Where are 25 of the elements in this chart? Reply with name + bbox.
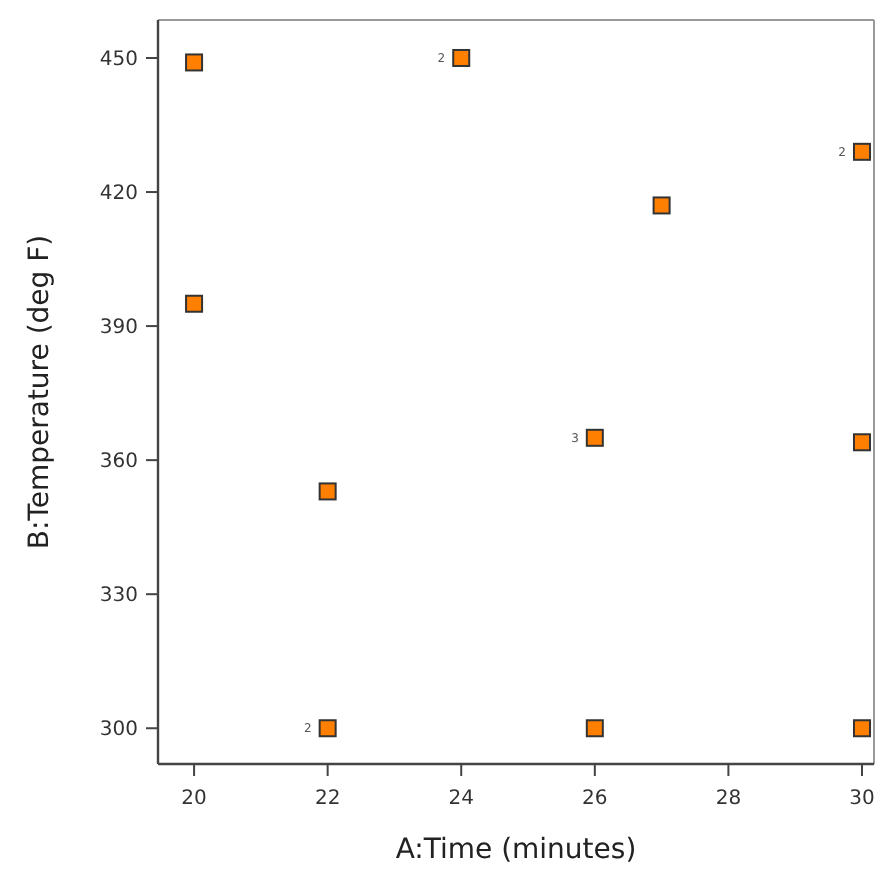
y-tick-label: 420 <box>99 183 138 206</box>
y-tick-label: 330 <box>99 585 138 608</box>
x-tick-label: 30 <box>849 788 875 810</box>
point <box>452 48 471 67</box>
x-axis-title: A:Time (minutes) <box>395 834 637 866</box>
point <box>585 428 604 447</box>
point <box>585 719 604 738</box>
y-axis-title: B:Temperature (deg F) <box>24 234 56 550</box>
x-tick-label: 26 <box>582 788 608 810</box>
point <box>852 719 871 738</box>
point <box>185 53 204 72</box>
point <box>318 719 337 738</box>
point <box>852 433 871 452</box>
y-tick-label: 390 <box>99 317 138 340</box>
y-tick-label: 360 <box>99 451 138 474</box>
x-tick-label: 24 <box>448 788 474 810</box>
point <box>852 142 871 161</box>
y-tick-label: 450 <box>99 48 138 71</box>
x-tick-label: 22 <box>314 788 341 810</box>
x-tick-label: 28 <box>715 788 742 810</box>
point <box>652 196 671 215</box>
y-tick-label: 300 <box>99 719 138 742</box>
point <box>318 482 337 501</box>
x-tick-label: 20 <box>181 788 207 810</box>
point <box>185 294 204 313</box>
